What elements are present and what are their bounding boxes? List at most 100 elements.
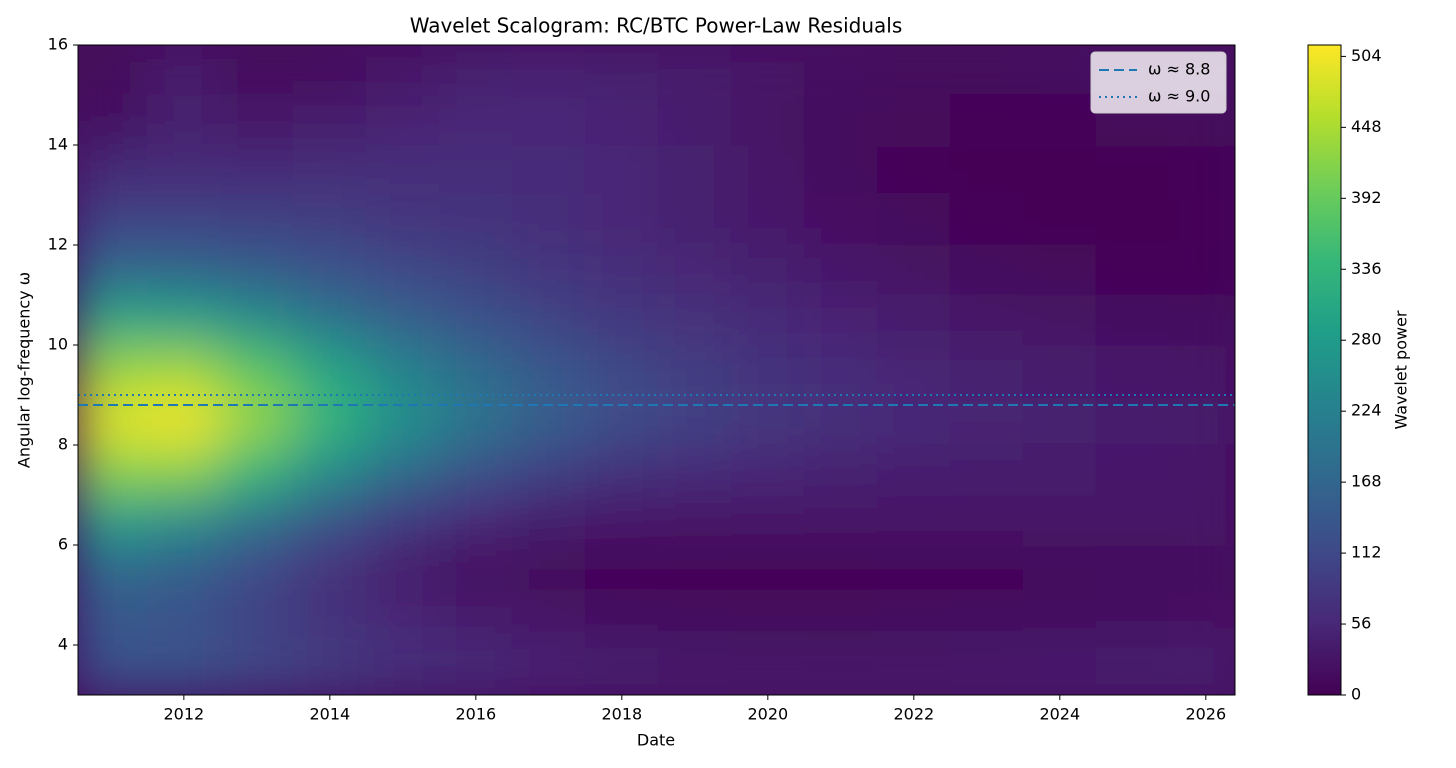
y-tick-label: 12 bbox=[48, 235, 68, 254]
heatmap bbox=[78, 45, 1235, 695]
colorbar-tick-label: 392 bbox=[1351, 188, 1382, 207]
heatmap-cell bbox=[657, 194, 732, 246]
heatmap-cell bbox=[803, 394, 878, 446]
heatmap-cell bbox=[438, 544, 513, 596]
heatmap-cell bbox=[1095, 294, 1170, 346]
heatmap-cell bbox=[657, 444, 732, 496]
heatmap-cell bbox=[219, 244, 294, 296]
heatmap-cell bbox=[730, 444, 805, 496]
heatmap-cell bbox=[78, 544, 148, 596]
legend: ω ≈ 8.8 ω ≈ 9.0 bbox=[1090, 51, 1227, 114]
x-tick-label: 2024 bbox=[1039, 705, 1080, 724]
heatmap-cell bbox=[292, 344, 367, 396]
heatmap-cell bbox=[584, 394, 659, 446]
heatmap-cell bbox=[730, 494, 805, 546]
heatmap-cell bbox=[1095, 344, 1170, 396]
heatmap-cell bbox=[657, 544, 732, 596]
heatmap-cell bbox=[1095, 194, 1170, 246]
heatmap-cell bbox=[657, 94, 732, 146]
colorbar-tick-label: 168 bbox=[1351, 472, 1382, 491]
heatmap-cell bbox=[219, 344, 294, 396]
heatmap-cell bbox=[146, 594, 221, 646]
heatmap-cell bbox=[146, 494, 221, 546]
heatmap-cell bbox=[438, 394, 513, 446]
x-tick-label: 2014 bbox=[309, 705, 350, 724]
heatmap-cell bbox=[511, 594, 586, 646]
heatmap-cell bbox=[292, 244, 367, 296]
heatmap-cell bbox=[949, 244, 1024, 296]
heatmap-cell bbox=[730, 544, 805, 596]
heatmap-cell bbox=[511, 194, 586, 246]
heatmap-cell bbox=[730, 644, 805, 695]
heatmap-cell bbox=[219, 294, 294, 346]
heatmap-cell bbox=[292, 494, 367, 546]
heatmap-cell bbox=[78, 344, 148, 396]
heatmap-cell bbox=[1022, 294, 1097, 346]
heatmap-cell bbox=[365, 644, 440, 695]
heatmap-cell bbox=[876, 244, 951, 296]
heatmap-cell bbox=[365, 494, 440, 546]
heatmap-cell bbox=[146, 544, 221, 596]
heatmap-cell bbox=[1022, 394, 1097, 446]
heatmap-cell bbox=[949, 94, 1024, 146]
heatmap-cell bbox=[365, 294, 440, 346]
heatmap-cell bbox=[292, 194, 367, 246]
heatmap-cell bbox=[78, 45, 148, 96]
heatmap-cell bbox=[876, 294, 951, 346]
heatmap-cell bbox=[949, 194, 1024, 246]
heatmap-cell bbox=[78, 194, 148, 246]
plot-area bbox=[78, 45, 1235, 695]
heatmap-cell bbox=[219, 494, 294, 546]
heatmap-cell bbox=[1168, 394, 1235, 446]
y-tick-label: 10 bbox=[48, 335, 68, 354]
heatmap-cell bbox=[657, 394, 732, 446]
heatmap-cell bbox=[511, 294, 586, 346]
heatmap-cell bbox=[584, 244, 659, 296]
heatmap-cell bbox=[438, 344, 513, 396]
heatmap-cell bbox=[584, 45, 659, 96]
heatmap-cell bbox=[803, 244, 878, 296]
heatmap-cell bbox=[146, 244, 221, 296]
heatmap-cell bbox=[730, 294, 805, 346]
heatmap-cell bbox=[511, 494, 586, 546]
colorbar-tick-label: 280 bbox=[1351, 330, 1382, 349]
heatmap-cell bbox=[1168, 644, 1235, 695]
heatmap-cell bbox=[876, 394, 951, 446]
heatmap-cell bbox=[438, 444, 513, 496]
heatmap-cell bbox=[1022, 344, 1097, 396]
heatmap-cell bbox=[219, 144, 294, 196]
heatmap-cell bbox=[146, 394, 221, 446]
heatmap-cell bbox=[949, 394, 1024, 446]
heatmap-cell bbox=[511, 644, 586, 695]
heatmap-cell bbox=[365, 94, 440, 146]
heatmap-cell bbox=[146, 644, 221, 695]
heatmap-cell bbox=[657, 644, 732, 695]
heatmap-cell bbox=[1095, 494, 1170, 546]
colorbar-tick-label: 0 bbox=[1351, 685, 1361, 704]
heatmap-cell bbox=[78, 394, 148, 446]
heatmap-cell bbox=[657, 594, 732, 646]
heatmap-cell bbox=[292, 294, 367, 346]
heatmap-cell bbox=[803, 45, 878, 96]
heatmap-cell bbox=[1095, 644, 1170, 695]
heatmap-cell bbox=[219, 94, 294, 146]
heatmap-cell bbox=[584, 94, 659, 146]
heatmap-cell bbox=[657, 294, 732, 346]
x-tick-label: 2022 bbox=[893, 705, 934, 724]
heatmap-cell bbox=[146, 94, 221, 146]
heatmap-cell bbox=[1022, 94, 1097, 146]
chart-title: Wavelet Scalogram: RC/BTC Power-Law Resi… bbox=[410, 14, 903, 38]
heatmap-cell bbox=[1022, 444, 1097, 496]
colorbar bbox=[1307, 44, 1342, 696]
heatmap-cell bbox=[1095, 244, 1170, 296]
heatmap-cell bbox=[511, 144, 586, 196]
heatmap-cell bbox=[1022, 494, 1097, 546]
heatmap-cell bbox=[876, 594, 951, 646]
heatmap-cell bbox=[1095, 394, 1170, 446]
heatmap-cell bbox=[1168, 494, 1235, 546]
heatmap-cell bbox=[730, 94, 805, 146]
heatmap-cell bbox=[657, 144, 732, 196]
heatmap-cell bbox=[365, 544, 440, 596]
heatmap-cell bbox=[1022, 144, 1097, 196]
